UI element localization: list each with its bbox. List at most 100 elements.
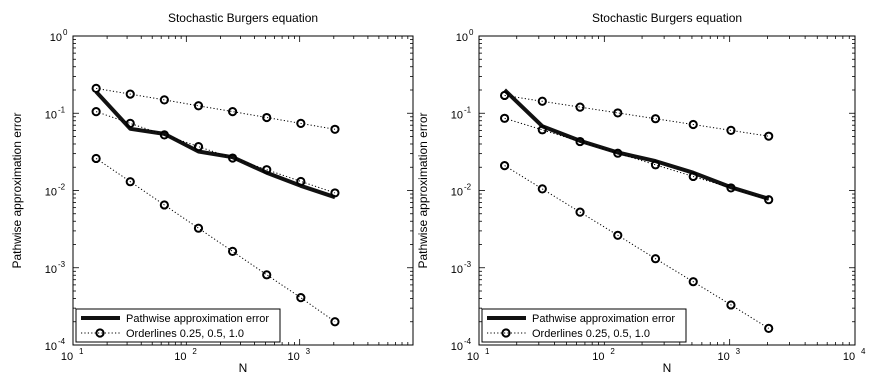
plot-area xyxy=(478,35,856,346)
y-tick-label: 10 xyxy=(451,341,463,353)
series-marker-orderline-2 xyxy=(125,118,135,128)
series-marker-orderline-2 xyxy=(193,142,204,152)
legend-label-error: Pathwise approximation error xyxy=(126,313,269,325)
x-tick-label: 10 xyxy=(467,351,479,363)
series-line-error xyxy=(94,90,336,200)
series-marker-orderline-3 xyxy=(537,184,547,194)
series-line-orderline-1 xyxy=(504,94,769,137)
series-marker-orderline-1 xyxy=(575,102,585,112)
chart-panel-2: 10 1 10 2 10 3 10 410 -410 -310 -210 -110 0Stochasti… xyxy=(416,11,866,373)
series-marker-orderline-1 xyxy=(330,124,340,134)
series-marker-orderline-2 xyxy=(296,176,306,187)
x-tick-label-exponent: 3 xyxy=(736,347,741,356)
series-line-orderline-2 xyxy=(95,111,336,194)
series-marker-orderline-2 xyxy=(91,107,101,117)
y-tick-label: 10 xyxy=(451,264,463,276)
x-tick-label-exponent: 3 xyxy=(306,347,311,356)
legend-label-orderlines: Orderlines 0.25, 0.5, 1.0 xyxy=(126,328,244,340)
series-marker-orderline-3 xyxy=(262,270,272,280)
y-tick-label: 10 xyxy=(45,341,57,353)
y-tick-label: 10 xyxy=(451,187,463,199)
series-marker-orderline-3 xyxy=(159,200,169,210)
legend-marker-orderlines xyxy=(95,328,105,338)
series-marker-orderline-2 xyxy=(764,195,774,205)
plot-area xyxy=(72,35,414,346)
series-marker-orderline-3 xyxy=(575,207,585,217)
series-line-orderline-2 xyxy=(504,117,769,201)
y-tick-label: 10 xyxy=(45,264,57,276)
legend-marker-orderlines xyxy=(501,328,511,338)
series-line-error xyxy=(503,88,770,201)
x-tick-label: 10 xyxy=(61,351,73,363)
y-tick-label-exponent: 0 xyxy=(469,28,474,37)
x-tick-label: 10 xyxy=(174,351,186,363)
series-marker-orderline-3 xyxy=(125,177,135,187)
y-tick-label: 10 xyxy=(50,32,62,44)
series-marker-orderline-3 xyxy=(764,323,774,334)
series-marker-orderline-3 xyxy=(726,300,736,310)
series-marker-orderline-3 xyxy=(91,153,101,164)
chart-title: Stochastic Burgers equation xyxy=(592,11,742,25)
series-marker-orderline-1 xyxy=(688,119,698,130)
legend-label-error: Pathwise approximation error xyxy=(532,313,675,325)
y-tick-label-exponent: 0 xyxy=(63,28,68,37)
series-marker-orderline-1 xyxy=(91,83,101,93)
y-tick-label: 10 xyxy=(451,109,463,121)
series-marker-orderline-2 xyxy=(159,130,169,140)
y-tick-label-exponent: -3 xyxy=(464,260,472,269)
series-marker-orderline-1 xyxy=(125,89,135,99)
series-marker-orderline-3 xyxy=(330,317,340,327)
series-marker-orderline-3 xyxy=(193,223,204,233)
series-marker-orderline-1 xyxy=(650,114,661,124)
y-tick-label: 10 xyxy=(45,187,57,199)
series-marker-orderline-3 xyxy=(650,254,661,264)
series-marker-orderline-3 xyxy=(688,277,698,287)
series-marker-orderline-2 xyxy=(650,160,661,170)
y-tick-label-exponent: -2 xyxy=(464,183,472,192)
x-tick-label-exponent: 1 xyxy=(485,347,490,356)
series-marker-orderline-1 xyxy=(228,107,238,117)
series-marker-orderline-1 xyxy=(537,96,547,106)
x-tick-label-exponent: 4 xyxy=(861,347,866,356)
y-tick-label-exponent: -4 xyxy=(464,337,472,346)
y-tick-label-exponent: -2 xyxy=(58,183,66,192)
y-axis-label: Pathwise approximation error xyxy=(416,112,430,268)
y-tick-label-exponent: -3 xyxy=(58,260,66,269)
x-tick-label: 10 xyxy=(843,351,855,363)
series-marker-orderline-1 xyxy=(613,108,623,118)
series-line-orderline-3 xyxy=(95,157,336,323)
x-tick-label-exponent: 2 xyxy=(192,347,197,356)
series-marker-orderline-2 xyxy=(537,125,547,135)
series-marker-orderline-3 xyxy=(296,293,306,303)
series-marker-orderline-2 xyxy=(228,153,238,163)
x-tick-label: 10 xyxy=(288,351,300,363)
legend-label-orderlines: Orderlines 0.25, 0.5, 1.0 xyxy=(532,328,650,340)
legend-box xyxy=(75,308,281,343)
series-marker-orderline-2 xyxy=(726,183,736,193)
legend-box xyxy=(481,308,687,343)
y-tick-label-exponent: -1 xyxy=(464,105,472,114)
x-tick-label: 10 xyxy=(718,351,730,363)
series-marker-orderline-2 xyxy=(262,165,272,175)
series-marker-orderline-3 xyxy=(228,246,238,256)
x-axis-label: N xyxy=(663,361,672,373)
x-tick-label-exponent: 2 xyxy=(610,347,615,356)
series-marker-orderline-2 xyxy=(499,113,510,123)
series-marker-orderline-1 xyxy=(296,118,306,128)
series-marker-orderline-1 xyxy=(159,95,169,105)
series-line-orderline-3 xyxy=(504,165,769,329)
series-marker-orderline-1 xyxy=(726,125,736,135)
series-marker-orderline-3 xyxy=(613,230,623,240)
series-marker-orderline-3 xyxy=(499,161,510,171)
y-tick-label-exponent: -1 xyxy=(58,105,66,114)
series-line-orderline-1 xyxy=(96,87,336,130)
y-tick-label-exponent: -4 xyxy=(58,337,66,346)
x-tick-label: 10 xyxy=(592,351,604,363)
series-marker-orderline-1 xyxy=(193,101,204,111)
series-marker-orderline-2 xyxy=(688,171,698,182)
series-marker-orderline-1 xyxy=(764,131,774,141)
x-tick-label-exponent: 1 xyxy=(79,347,84,356)
series-marker-orderline-2 xyxy=(575,136,585,147)
